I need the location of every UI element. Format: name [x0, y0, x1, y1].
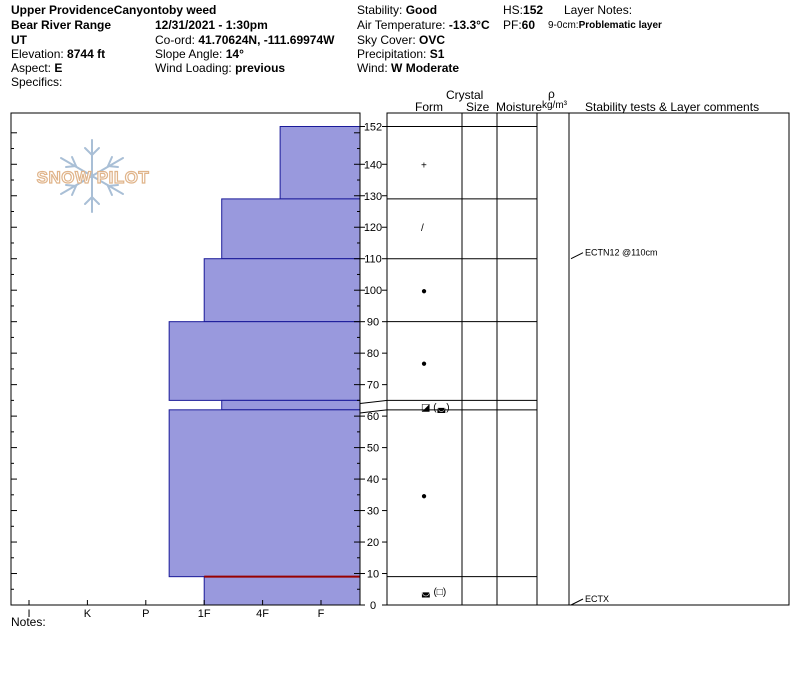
layer-lines: [359, 126, 537, 578]
depth-tick-label: 110: [364, 254, 382, 266]
hardness-tick-label: 4F: [256, 608, 269, 620]
range-name: Bear River Range: [11, 18, 112, 32]
hardness-bar: [168, 409, 361, 578]
location-name: Upper ProvidenceCanyon: [11, 3, 158, 17]
hardness-tick-label: F: [318, 608, 325, 620]
depth-tick-label: 10: [367, 569, 379, 581]
crystal-symbol: ●: [421, 359, 427, 370]
snowpilot-logo: SNOW PILOT: [36, 139, 150, 213]
precipitation: Precipitation: S1: [357, 47, 445, 61]
hardness-bar: [279, 126, 361, 200]
crystal-symbol: ●: [421, 286, 427, 297]
depth-axis: 0 10 20 30 40 50 60 70 80 90 100 110 120 130 140 152: [11, 122, 387, 612]
coordinates: Co-ord: 41.70624N, -111.69974W: [155, 33, 335, 47]
stability: Stability: Good: [357, 3, 438, 17]
depth-tick-label: 130: [364, 191, 382, 203]
wind-loading: Wind Loading: previous: [155, 61, 286, 75]
observer-name: toby weed: [157, 3, 217, 17]
stability-test-label: ECTN12 @110cm: [585, 248, 658, 258]
hardness-bars: [168, 126, 361, 606]
state-name: UT: [11, 33, 27, 47]
crystal-symbol: +: [421, 160, 427, 171]
hardness-bar: [168, 321, 361, 401]
snow-height: HS:152: [503, 3, 544, 17]
depth-tick-label: 90: [367, 317, 379, 329]
density-unit: kg/m³: [542, 100, 567, 111]
crystal-symbol: /: [421, 223, 424, 234]
sky-cover: Sky Cover: OVC: [357, 33, 446, 47]
depth-tick-label: 20: [367, 537, 379, 549]
depth-tick-label: 80: [367, 348, 379, 360]
layer-boundary-line: [359, 399, 537, 405]
depth-tick-label: 120: [364, 222, 382, 234]
depth-tick-label: 70: [367, 380, 379, 392]
slope-angle: Slope Angle: 14°: [155, 47, 244, 61]
hardness-chart-frame: [10, 112, 361, 606]
depth-tick-label: 152: [364, 122, 382, 134]
hardness-bar: [221, 399, 361, 411]
depth-tick-label: 30: [367, 506, 379, 518]
snowflake-icon: [60, 139, 124, 213]
stability-test-label: ECTX: [585, 594, 609, 604]
depth-tick-label: 0: [370, 600, 376, 612]
wind: Wind: W Moderate: [357, 61, 460, 75]
hardness-bar: [221, 198, 361, 260]
logo-text: SNOW PILOT: [37, 168, 150, 187]
stability-test-pointer: [570, 252, 584, 260]
depth-tick-label: 50: [367, 443, 379, 455]
moisture-header: Moisture: [496, 100, 543, 114]
crystal-header: Crystal: [446, 88, 484, 102]
layer-boundary-line: [359, 409, 537, 414]
layer-table-frame: [386, 112, 790, 606]
datetime: 12/31/2021 - 1:30pm: [155, 18, 268, 32]
hardness-tick-label: P: [142, 608, 149, 620]
hardness-tick-label: I: [27, 608, 30, 620]
hardness-bar: [203, 576, 361, 606]
crystal-symbol: ◛ (□): [421, 587, 446, 598]
air-temperature: Air Temperature: -13.3°C: [357, 18, 490, 32]
crystal-symbol: ◪ (◛): [421, 403, 450, 414]
penetration-foot: PF:60: [503, 18, 536, 32]
crystal-symbols: + / ● ● ◪ (◛) ● ◛ (□): [421, 160, 450, 598]
hardness-bar: [203, 258, 361, 323]
stability-test-pointer: [570, 598, 584, 606]
specifics-label: Specifics:: [11, 75, 63, 89]
layer-note: 9-0cm:Problematic layer: [548, 20, 662, 31]
size-header: Size: [466, 100, 490, 114]
density-symbol: ρ: [548, 87, 555, 101]
layer-notes-label: Layer Notes:: [564, 3, 633, 17]
hardness-tick-label: K: [84, 608, 92, 620]
elevation: Elevation: 8744 ft: [11, 47, 106, 61]
crystal-symbol: ●: [421, 491, 427, 502]
stability-header: Stability tests & Layer comments: [585, 100, 760, 114]
depth-tick-label: 100: [364, 285, 382, 297]
stability-tests: ECTN12 @110cm ECTX: [570, 248, 658, 606]
depth-tick-label: 140: [364, 159, 382, 171]
notes-label: Notes:: [11, 615, 46, 629]
hardness-tick-label: 1F: [198, 608, 211, 620]
depth-tick-label: 60: [367, 411, 379, 423]
depth-tick-label: 40: [367, 474, 379, 486]
hardness-axis: I K P 1F 4F F: [27, 600, 325, 620]
location-row: Upper ProvidenceCanyontoby weed: [11, 3, 216, 17]
aspect: Aspect: E: [11, 61, 63, 75]
form-header: Form: [415, 100, 443, 114]
